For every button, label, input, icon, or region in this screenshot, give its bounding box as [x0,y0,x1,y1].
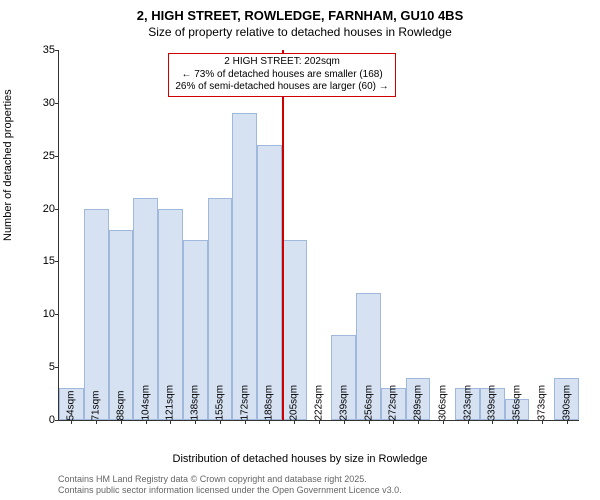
y-tick-mark [55,103,59,104]
x-tick-label: 54sqm [66,390,77,420]
x-tick-label: 172sqm [239,385,250,421]
x-tick-mark [121,420,122,424]
y-tick-mark [55,367,59,368]
footer-line-1: Contains HM Land Registry data © Crown c… [58,474,402,485]
x-tick-mark [542,420,543,424]
x-tick-label: 121sqm [165,385,176,421]
x-tick-label: 155sqm [214,385,225,421]
x-tick-label: 339sqm [487,385,498,421]
chart-subtitle: Size of property relative to detached ho… [0,23,600,39]
x-tick-mark [71,420,72,424]
x-tick-mark [146,420,147,424]
annot-line-2: ← 73% of detached houses are smaller (16… [175,69,388,82]
x-tick-mark [294,420,295,424]
x-tick-label: 104sqm [140,385,151,421]
histogram-bar [232,113,257,420]
x-tick-mark [195,420,196,424]
y-tick-mark [55,420,59,421]
x-tick-mark [517,420,518,424]
y-tick-mark [55,261,59,262]
x-tick-label: 188sqm [264,385,275,421]
y-axis-label: Number of detached properties [2,89,14,241]
footer-attribution: Contains HM Land Registry data © Crown c… [58,474,402,496]
x-tick-label: 88sqm [115,390,126,420]
x-tick-mark [443,420,444,424]
plot-area: 0510152025303554sqm71sqm88sqm104sqm121sq… [58,50,579,421]
x-tick-label: 373sqm [536,385,547,421]
footer-line-2: Contains public sector information licen… [58,485,402,496]
x-tick-mark [393,420,394,424]
y-tick-mark [55,209,59,210]
x-tick-mark [344,420,345,424]
annot-line-3: 26% of semi-detached houses are larger (… [175,81,388,94]
x-tick-mark [567,420,568,424]
y-tick-mark [55,156,59,157]
y-tick-mark [55,314,59,315]
x-tick-mark [245,420,246,424]
x-axis-label: Distribution of detached houses by size … [0,453,600,465]
x-tick-label: 239sqm [338,385,349,421]
x-tick-label: 256sqm [363,385,374,421]
annot-line-1: 2 HIGH STREET: 202sqm [175,56,388,69]
x-tick-mark [492,420,493,424]
property-marker-line [282,50,284,420]
x-tick-label: 71sqm [91,390,102,420]
x-tick-label: 138sqm [190,385,201,421]
x-tick-mark [369,420,370,424]
x-tick-label: 356sqm [512,385,523,421]
histogram-bar [257,145,282,420]
x-tick-label: 222sqm [314,385,325,421]
x-tick-label: 390sqm [561,385,572,421]
annotation-box: 2 HIGH STREET: 202sqm← 73% of detached h… [168,53,395,97]
x-tick-label: 289sqm [413,385,424,421]
x-tick-mark [96,420,97,424]
x-tick-mark [418,420,419,424]
x-tick-mark [319,420,320,424]
y-tick-mark [55,50,59,51]
x-tick-label: 272sqm [388,385,399,421]
x-tick-mark [170,420,171,424]
chart-container: 2, HIGH STREET, ROWLEDGE, FARNHAM, GU10 … [0,0,600,500]
x-tick-mark [468,420,469,424]
x-tick-label: 306sqm [437,385,448,421]
chart-title: 2, HIGH STREET, ROWLEDGE, FARNHAM, GU10 … [0,0,600,23]
x-tick-label: 205sqm [289,385,300,421]
x-tick-mark [269,420,270,424]
x-tick-mark [220,420,221,424]
histogram-bar [84,209,109,420]
x-tick-label: 323sqm [462,385,473,421]
